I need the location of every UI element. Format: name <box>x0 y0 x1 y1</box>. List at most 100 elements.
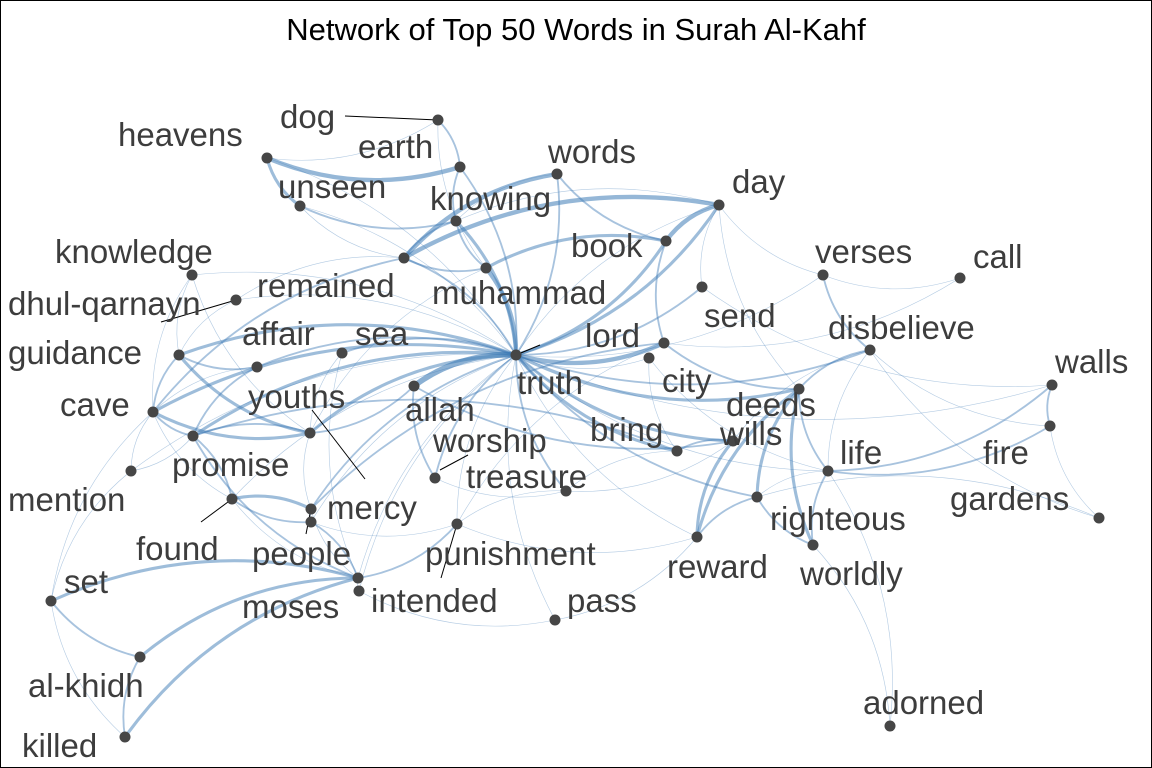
node-label-worldly: worldly <box>799 555 903 592</box>
edge-affair-promise <box>192 366 258 437</box>
node-label-unseen: unseen <box>278 168 386 205</box>
node-earth <box>454 161 466 173</box>
node-mention <box>125 465 137 477</box>
edge-truth-verses <box>515 274 824 358</box>
node-label-verses: verses <box>815 233 912 270</box>
node-set <box>45 595 57 607</box>
node-label-dog: dog <box>280 98 335 135</box>
edge-truth-worship <box>434 354 517 479</box>
node-label-knowledge: knowledge <box>55 233 213 270</box>
edge-lord-call <box>663 277 961 348</box>
edge-knowledge-cave <box>152 274 193 413</box>
edge-guidance-affair <box>178 354 258 371</box>
edge-city-bring <box>648 357 678 452</box>
node-label-youths: youths <box>248 378 345 415</box>
edge-youths-allah <box>309 385 415 434</box>
edge-truth-pass <box>507 354 556 621</box>
edge-gardens-righteous <box>756 475 1100 519</box>
edge-truth-words <box>515 173 561 356</box>
edge-deeds-righteous <box>755 387 801 499</box>
edge-truth-cave <box>151 343 518 414</box>
node-righteous <box>751 491 763 503</box>
edge-found-promise <box>192 435 233 500</box>
edge-sea-youths <box>309 352 343 434</box>
edge-sea-moses <box>328 352 359 579</box>
node-label-city: city <box>662 362 712 399</box>
node-worldly <box>807 539 819 551</box>
edge-truth-reward <box>515 354 698 538</box>
node-label-found: found <box>136 530 219 567</box>
edge-truth-earth <box>459 166 518 356</box>
node-label-truth: truth <box>517 364 583 401</box>
node-moses <box>352 572 364 584</box>
edge-deeds-life <box>798 388 829 472</box>
node-dhul-qarnayn <box>230 294 242 306</box>
node-dog <box>432 114 444 126</box>
node-fire <box>1044 420 1056 432</box>
node-lord <box>658 337 670 349</box>
edge-walls-fire <box>1046 384 1053 427</box>
node-deeds <box>793 383 805 395</box>
node-label-adorned: adorned <box>863 684 984 721</box>
edge-truth-people <box>310 354 517 523</box>
edge-cave-youths <box>151 410 312 441</box>
edge-truth-send <box>515 286 703 356</box>
edge-worship-treasure <box>434 477 567 498</box>
node-label-punishment: punishment <box>425 535 596 572</box>
node-muhammad <box>480 262 492 274</box>
edge-truth-found <box>231 354 517 500</box>
node-words <box>551 168 563 180</box>
edge-treasure-wills <box>565 440 734 492</box>
edge-allah-worship <box>411 385 436 479</box>
node-label-cave: cave <box>60 386 130 423</box>
edge-deeds-worldly <box>789 387 815 547</box>
edge-guidance-youths <box>177 353 312 435</box>
edge-truth-treasure <box>515 354 567 492</box>
edge-truth-walls <box>515 354 1053 420</box>
label-leader-line <box>311 409 366 480</box>
node-treasure <box>560 485 572 497</box>
edge-verses-call <box>822 274 961 290</box>
edge-heavens-dog <box>266 119 439 161</box>
node-label-words: words <box>547 133 636 170</box>
node-people <box>305 516 317 528</box>
edge-fire-gardens <box>1049 425 1100 519</box>
edge-remained-cave <box>152 257 405 413</box>
node-label-people: people <box>252 535 351 572</box>
node-label-reward: reward <box>667 548 768 585</box>
edge-life-fire <box>827 425 1051 476</box>
node-reward <box>691 531 703 543</box>
edge-remained-dhul-qarnayn <box>235 256 405 301</box>
edge-moses-al-khidh <box>138 576 360 659</box>
node-label-muhammad: muhammad <box>432 274 606 311</box>
edge-punishment-reward <box>456 523 698 553</box>
edge-day-truth <box>515 204 720 356</box>
edge-truth-day <box>514 203 721 357</box>
label-leader-line <box>344 115 439 121</box>
edge-disbelieve-life <box>827 349 871 472</box>
node-label-promise: promise <box>172 446 289 483</box>
edge-day-deeds <box>718 204 800 390</box>
node-promise <box>187 430 199 442</box>
node-label-affair: affair <box>242 315 315 352</box>
edge-bring-treasure <box>565 450 678 492</box>
node-label-walls: walls <box>1054 343 1128 380</box>
node-label-fire: fire <box>983 434 1029 471</box>
edge-moses-killed <box>123 576 360 739</box>
node-bring <box>671 445 683 457</box>
node-disbelieve <box>864 344 876 356</box>
node-label-bring: bring <box>590 411 663 448</box>
node-youths <box>304 427 316 439</box>
edge-disbelieve-fire <box>869 349 1051 427</box>
node-label-guidance: guidance <box>8 334 142 371</box>
edge-truth-moses <box>357 354 517 579</box>
node-knowledge <box>186 269 198 281</box>
edge-earth-dog <box>437 119 461 168</box>
node-label-allah: allah <box>405 391 475 428</box>
edge-truth-dhul-qarnayn <box>235 294 517 356</box>
node-label-heavens: heavens <box>118 116 243 153</box>
edge-life-righteous <box>756 470 829 498</box>
edge-set-killed <box>50 600 126 738</box>
edge-truth-remained <box>403 257 517 356</box>
edge-truth-affair <box>256 336 517 368</box>
